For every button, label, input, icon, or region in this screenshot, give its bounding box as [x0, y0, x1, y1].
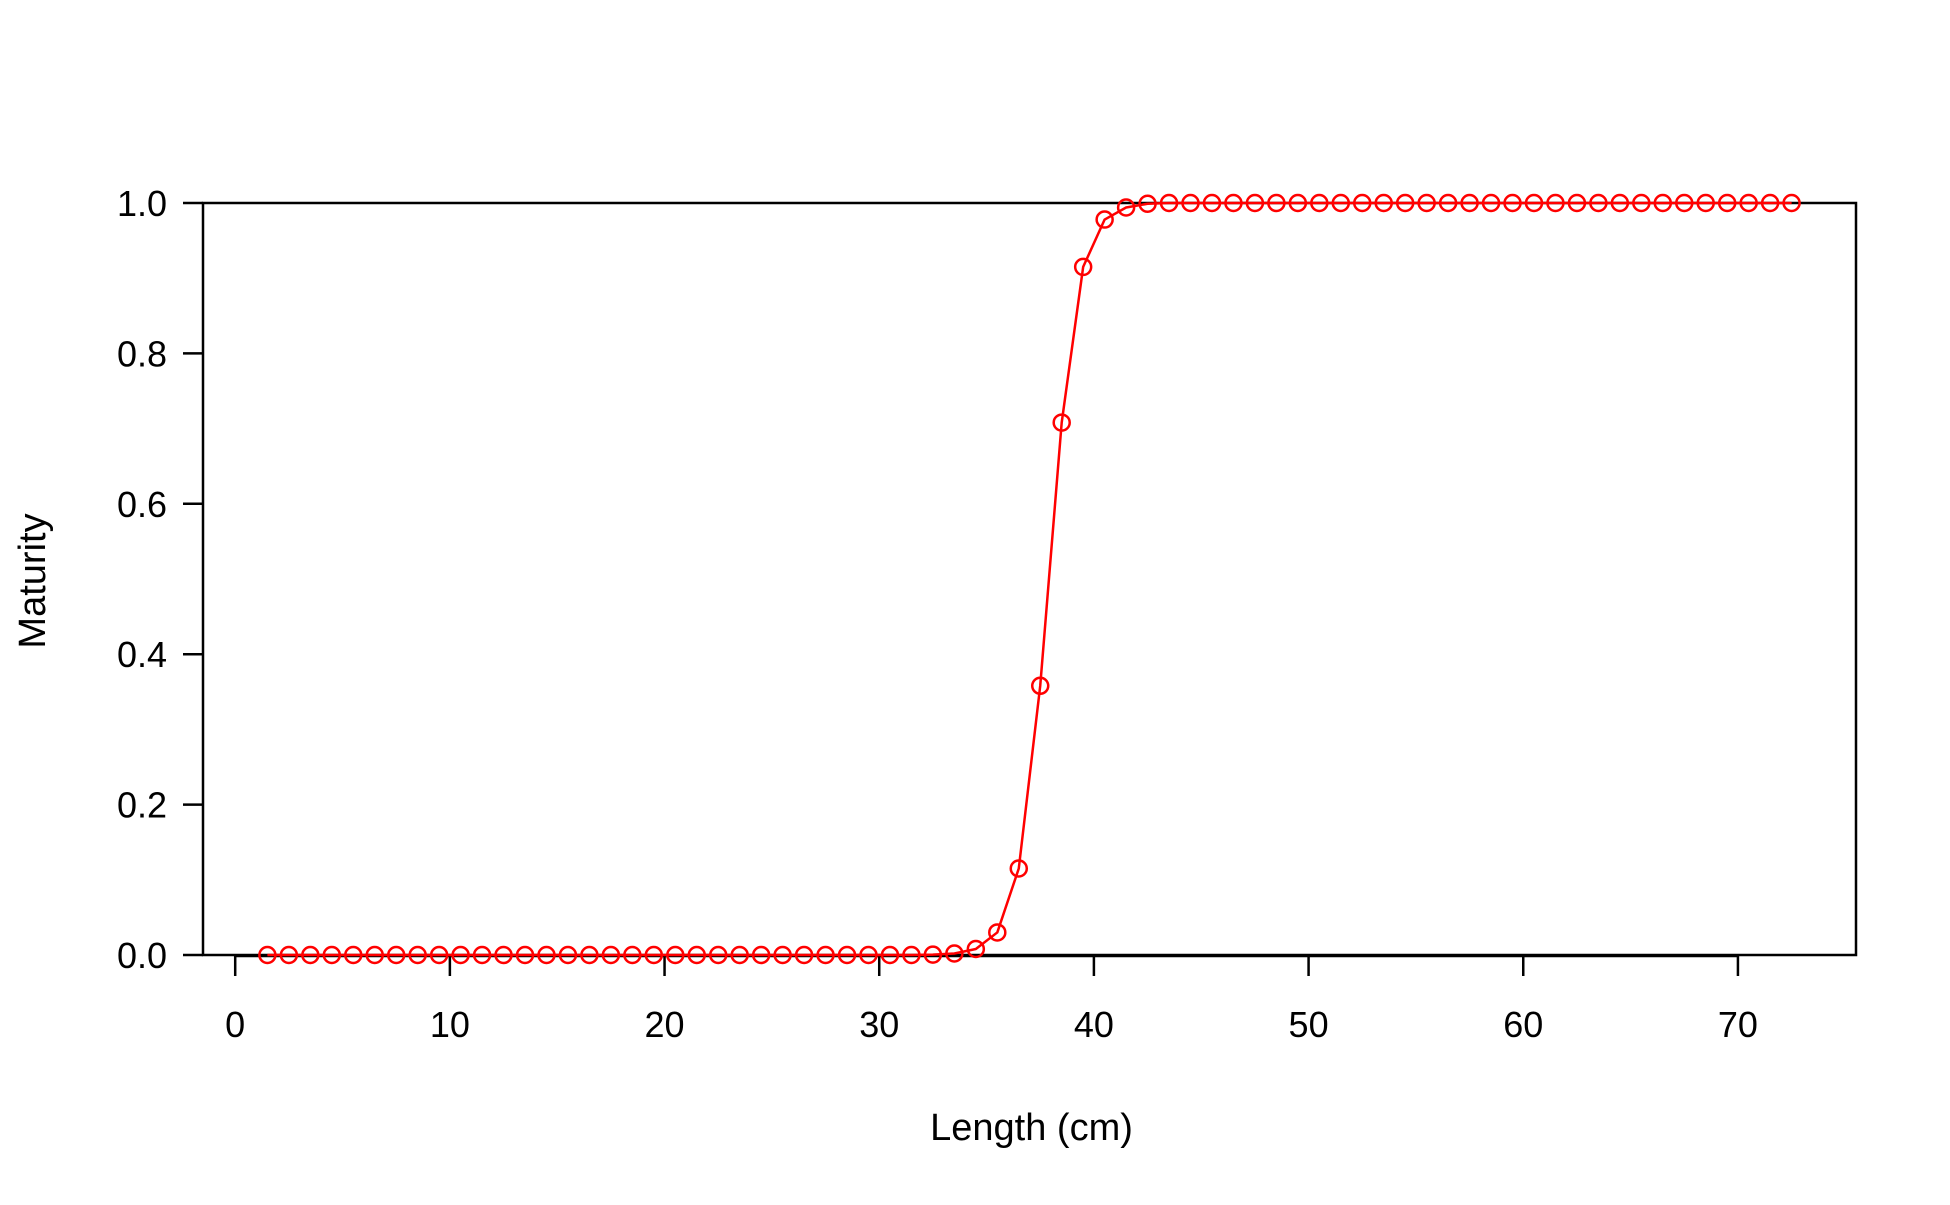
data-point — [1331, 193, 1351, 213]
data-point — [1460, 193, 1479, 213]
data-point — [1717, 193, 1737, 213]
data-point — [1138, 194, 1157, 214]
data-point — [1417, 193, 1436, 213]
data-point — [644, 945, 664, 965]
data-point — [279, 945, 299, 965]
data-point — [1202, 193, 1222, 213]
data-point — [1481, 193, 1501, 213]
data-point — [1524, 193, 1544, 213]
data-point — [1503, 193, 1522, 213]
y-tick-label: 0.2 — [117, 785, 167, 826]
y-tick-label: 0.8 — [117, 333, 167, 374]
data-point — [322, 945, 342, 965]
x-tick-label: 40 — [1074, 1004, 1114, 1045]
data-point — [794, 945, 814, 965]
data-point — [408, 945, 427, 965]
data-point — [773, 945, 792, 965]
data-point — [494, 945, 513, 965]
data-point — [451, 945, 470, 965]
data-point — [666, 945, 685, 965]
data-point — [580, 945, 599, 965]
data-point — [751, 945, 771, 965]
data-point — [1073, 257, 1093, 277]
data-point — [1030, 676, 1050, 696]
data-point — [344, 945, 363, 965]
data-point — [902, 945, 921, 965]
data-point — [1009, 859, 1029, 878]
data-point — [429, 945, 449, 965]
data-point — [558, 945, 578, 965]
data-point — [537, 945, 556, 965]
y-tick-label: 0.6 — [117, 484, 167, 525]
data-point — [1653, 193, 1673, 213]
data-point — [730, 945, 749, 965]
data-point — [1546, 193, 1565, 213]
data-point — [945, 944, 964, 963]
data-point — [386, 945, 406, 965]
y-tick-label: 1.0 — [117, 183, 167, 224]
data-point — [515, 945, 535, 965]
data-point — [1224, 193, 1243, 213]
data-point — [966, 939, 986, 959]
y-axis-title: Maturity — [12, 513, 54, 648]
data-point — [1739, 193, 1758, 213]
data-point — [1352, 193, 1372, 213]
data-point — [1610, 193, 1630, 213]
data-point — [623, 945, 642, 965]
data-point — [923, 945, 943, 964]
x-axis-title: Length (cm) — [930, 1107, 1133, 1149]
data-point — [258, 945, 277, 965]
series-line — [267, 201, 1792, 957]
data-point — [837, 945, 857, 965]
y-tick-label: 0.0 — [117, 935, 167, 976]
x-tick-label: 60 — [1503, 1004, 1543, 1045]
data-point — [365, 945, 384, 965]
data-point — [1567, 193, 1587, 213]
data-point — [1116, 198, 1136, 217]
data-point — [708, 945, 728, 965]
plot-frame — [201, 201, 1858, 957]
data-point — [859, 945, 878, 965]
data-point — [301, 945, 320, 965]
data-point — [1310, 193, 1329, 213]
data-point — [1095, 210, 1114, 229]
data-point — [1438, 193, 1458, 213]
data-point — [988, 923, 1007, 942]
data-point — [1395, 193, 1415, 213]
data-point — [1374, 193, 1393, 213]
data-point — [1181, 193, 1200, 213]
x-tick-label: 10 — [430, 1004, 470, 1045]
series-layer — [258, 193, 1801, 965]
data-point — [1052, 413, 1071, 432]
data-point — [687, 945, 707, 965]
y-tick-label: 0.4 — [117, 634, 167, 675]
x-tick-label: 20 — [645, 1004, 685, 1045]
data-point — [1589, 193, 1608, 213]
data-point — [880, 945, 900, 965]
data-point — [1632, 193, 1651, 213]
data-point — [1288, 193, 1308, 213]
data-point — [1760, 193, 1780, 213]
data-point — [472, 945, 492, 965]
x-tick-label: 50 — [1289, 1004, 1329, 1045]
x-tick-label: 30 — [859, 1004, 899, 1045]
data-point — [1696, 193, 1715, 213]
data-point — [1675, 193, 1694, 213]
data-point — [1267, 193, 1286, 213]
x-tick-label: 0 — [225, 1004, 245, 1045]
data-point — [1782, 193, 1801, 213]
data-point — [1245, 193, 1265, 213]
y-axis: 0.0 0.2 0.4 0.6 0.8 1.0 — [117, 183, 203, 976]
data-point — [601, 945, 621, 965]
data-point — [816, 945, 835, 965]
data-point — [1159, 193, 1179, 213]
x-tick-label: 70 — [1718, 1004, 1758, 1045]
